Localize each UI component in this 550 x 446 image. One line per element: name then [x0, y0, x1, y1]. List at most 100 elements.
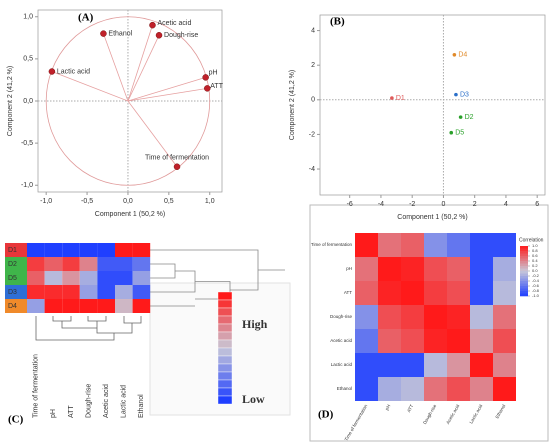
legend-swatch — [217, 387, 233, 397]
loading-vector — [127, 87, 208, 102]
plot-frame — [319, 14, 546, 196]
column-dendrogram — [35, 316, 142, 341]
row-label-box — [5, 299, 27, 313]
colorbar-swatch — [520, 293, 528, 297]
column-label: Ethanol — [494, 404, 506, 420]
point-label: Lactic acid — [57, 68, 90, 75]
colorbar-swatch — [520, 283, 528, 287]
corr-cell — [470, 305, 493, 329]
row-label: Dough-rise — [330, 314, 353, 319]
corr-cell — [401, 305, 424, 329]
y-tick-label: -4 — [309, 166, 315, 173]
point-label: D5 — [455, 130, 464, 137]
legend-swatch — [217, 291, 233, 301]
corr-cell — [355, 257, 378, 281]
colorbar-tick-label: 0.0 — [532, 268, 538, 273]
colorbar-title: Correlation — [519, 237, 544, 243]
loading-vector — [127, 100, 178, 167]
corr-cell — [470, 377, 493, 401]
loading-point — [173, 163, 181, 170]
corr-cell — [401, 377, 424, 401]
corr-cell — [470, 233, 493, 257]
y-tick-label: 1,0 — [23, 14, 33, 21]
panel-border — [309, 204, 549, 442]
corr-cell — [401, 281, 424, 305]
corr-cell — [378, 305, 401, 329]
x-tick-label: 0,0 — [123, 198, 133, 205]
colorbar-swatch — [520, 291, 528, 294]
heat-cell — [97, 257, 115, 271]
legend-swatch — [217, 355, 233, 365]
colorbar-tick-label: 0.4 — [532, 258, 538, 263]
column-label: pH — [50, 409, 57, 418]
corr-cell — [401, 329, 424, 353]
score-point — [390, 96, 394, 100]
corr-cell — [355, 329, 378, 353]
row-label: D4 — [8, 303, 17, 310]
heat-cell — [79, 285, 98, 299]
heat-cell — [79, 299, 98, 313]
colorbar-tick-label: -0.4 — [532, 278, 540, 283]
corr-cell — [355, 377, 378, 401]
corr-cell — [470, 281, 493, 305]
corr-cell — [401, 257, 424, 281]
colorbar-swatch — [520, 281, 528, 284]
corr-cell — [470, 353, 493, 377]
colorbar-swatch — [520, 276, 528, 279]
legend-swatch — [217, 323, 233, 333]
row-label: Time of fermentation — [311, 242, 353, 247]
colorbar-swatch — [520, 268, 528, 272]
corr-cell — [378, 257, 401, 281]
loading-vector — [127, 35, 160, 102]
row-label-box — [5, 285, 27, 299]
y-tick-label: -2 — [309, 131, 315, 138]
colorbar-swatch — [520, 258, 528, 262]
y-tick-label: -0,5 — [21, 140, 33, 147]
loading-point — [48, 68, 56, 75]
column-label: Time of fermentation — [33, 354, 40, 418]
x-tick-label: 1,0 — [205, 198, 215, 205]
x-tick-label: -4 — [378, 201, 384, 208]
corr-cell — [493, 305, 516, 329]
row-label: Lactic acid — [331, 362, 353, 367]
heat-cell — [79, 243, 98, 257]
colorbar-swatch — [520, 278, 528, 282]
colorbar-tick-label: -0.6 — [532, 283, 540, 288]
heat-cell — [62, 285, 80, 299]
heat-cell — [62, 257, 80, 271]
heat-cell — [97, 299, 115, 313]
heat-cell — [62, 243, 80, 257]
corr-cell — [447, 233, 470, 257]
corr-cell — [424, 353, 447, 377]
y-tick-label: 4 — [311, 27, 315, 34]
column-label: Acetic acid — [445, 403, 460, 425]
loading-point — [155, 32, 163, 39]
corr-cell — [401, 233, 424, 257]
corr-cell — [424, 281, 447, 305]
point-label: Dough-rise — [164, 32, 198, 39]
loading-point — [149, 21, 156, 29]
colorbar-tick-label: -0.2 — [532, 273, 540, 278]
heat-cell — [62, 299, 80, 313]
corr-cell — [378, 377, 401, 401]
column-label: Acetic acid — [103, 384, 110, 418]
heat-cell — [44, 271, 63, 285]
heat-cell — [115, 257, 133, 271]
corr-cell — [401, 353, 424, 377]
heat-cell — [115, 271, 133, 285]
colorbar-swatch — [520, 248, 528, 252]
x-tick-label: 0,5 — [164, 198, 174, 205]
corr-cell — [355, 281, 378, 305]
legend-swatch — [217, 379, 233, 389]
colorbar-swatch — [520, 288, 528, 292]
legend-swatch — [217, 371, 233, 381]
heat-cell — [79, 257, 98, 271]
row-label: D5 — [8, 275, 17, 282]
panel-label: (A) — [78, 12, 94, 24]
x-tick-label: 0 — [441, 201, 445, 208]
legend-high: High — [242, 317, 268, 331]
heat-cell — [115, 285, 133, 299]
x-axis-title: Component 1 (50,2 %) — [95, 211, 165, 218]
score-point — [449, 130, 454, 135]
